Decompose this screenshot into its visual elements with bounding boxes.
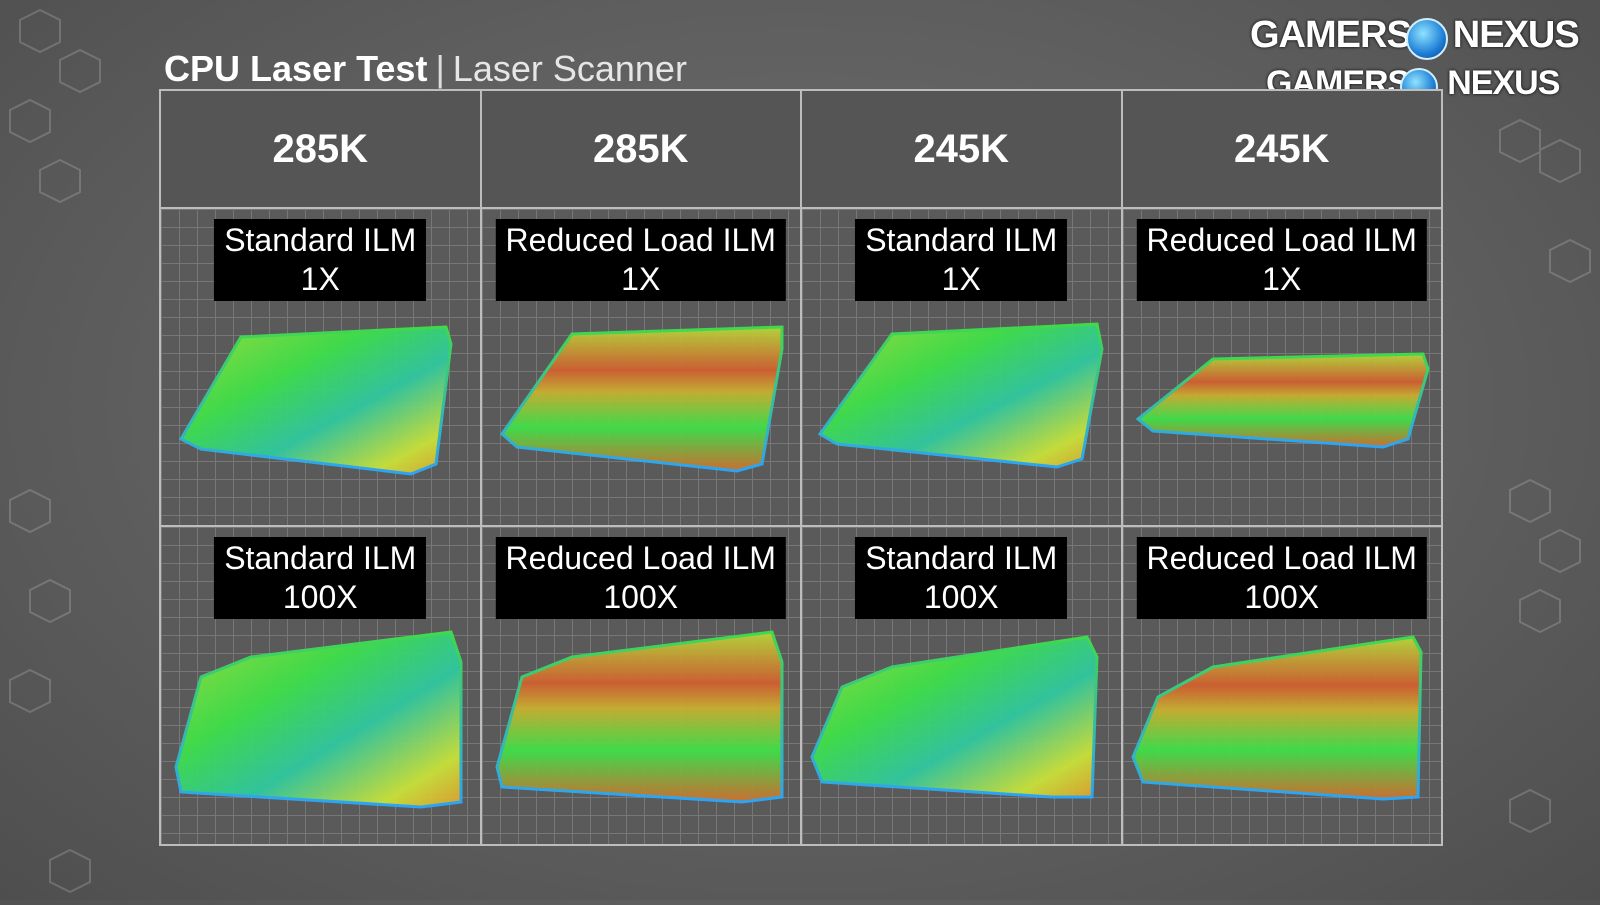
page-title: CPU Laser Test | Laser Scanner bbox=[164, 48, 687, 90]
laser-scan-surface bbox=[499, 325, 783, 473]
laser-scan-surface bbox=[1130, 635, 1423, 801]
scale-factor: 1X bbox=[941, 261, 981, 297]
scan-cell: Standard ILM 1X bbox=[800, 207, 1123, 527]
scan-cell: Reduced Load ILM 1X bbox=[479, 207, 802, 527]
test-config-label: Reduced Load ILM 1X bbox=[495, 219, 786, 301]
title-separator: | bbox=[435, 48, 445, 89]
test-config-label: Reduced Load ILM 100X bbox=[495, 537, 786, 619]
test-config-label: Standard ILM 100X bbox=[214, 537, 427, 619]
mount-type: Reduced Load ILM bbox=[1146, 540, 1417, 576]
mount-type: Standard ILM bbox=[865, 540, 1058, 576]
laser-scan-surface bbox=[178, 325, 453, 476]
test-config-label: Standard ILM 100X bbox=[855, 537, 1068, 619]
title-subtitle: Laser Scanner bbox=[452, 48, 687, 89]
test-config-label: Standard ILM 1X bbox=[214, 219, 427, 301]
mount-type: Standard ILM bbox=[224, 540, 417, 576]
column-header-2: 285K bbox=[479, 89, 802, 209]
column-header-1: 285K bbox=[159, 89, 482, 209]
column-header-3: 245K bbox=[800, 89, 1123, 209]
scale-factor: 1X bbox=[300, 261, 340, 297]
scale-factor: 1X bbox=[1262, 261, 1302, 297]
test-config-label: Standard ILM 1X bbox=[855, 219, 1068, 301]
laser-scan-surface bbox=[817, 322, 1104, 469]
scan-cell: Standard ILM 1X bbox=[159, 207, 482, 527]
mount-type: Reduced Load ILM bbox=[505, 540, 776, 576]
test-config-label: Reduced Load ILM 1X bbox=[1136, 219, 1427, 301]
title-main: CPU Laser Test bbox=[164, 48, 428, 89]
laser-scan-surface bbox=[174, 630, 463, 809]
hexagon-pattern-right bbox=[1480, 0, 1600, 905]
scan-cell: Standard ILM 100X bbox=[159, 525, 482, 846]
scan-cell: Reduced Load ILM 1X bbox=[1120, 207, 1443, 527]
scan-cell: Standard ILM 100X bbox=[800, 525, 1123, 846]
mount-type: Reduced Load ILM bbox=[505, 222, 776, 258]
laser-scan-surface bbox=[494, 630, 783, 804]
laser-scan-surface bbox=[1135, 352, 1430, 449]
laser-scan-surface bbox=[810, 635, 1099, 799]
mount-type: Reduced Load ILM bbox=[1146, 222, 1417, 258]
test-config-label: Reduced Load ILM 100X bbox=[1136, 537, 1427, 619]
hexagon-pattern-left bbox=[0, 0, 110, 905]
scale-factor: 100X bbox=[282, 579, 358, 615]
comparison-grid: 285K 285K 245K 245K Standard ILM 1X Reduced Lo… bbox=[159, 89, 1443, 846]
scan-cell: Reduced Load ILM 100X bbox=[1120, 525, 1443, 846]
scale-factor: 1X bbox=[621, 261, 661, 297]
scale-factor: 100X bbox=[603, 579, 679, 615]
logo-orb-icon bbox=[1406, 18, 1448, 60]
scan-cell: Reduced Load ILM 100X bbox=[479, 525, 802, 846]
scale-factor: 100X bbox=[1244, 579, 1320, 615]
mount-type: Standard ILM bbox=[224, 222, 417, 258]
mount-type: Standard ILM bbox=[865, 222, 1058, 258]
column-header-4: 245K bbox=[1120, 89, 1443, 209]
scale-factor: 100X bbox=[923, 579, 999, 615]
